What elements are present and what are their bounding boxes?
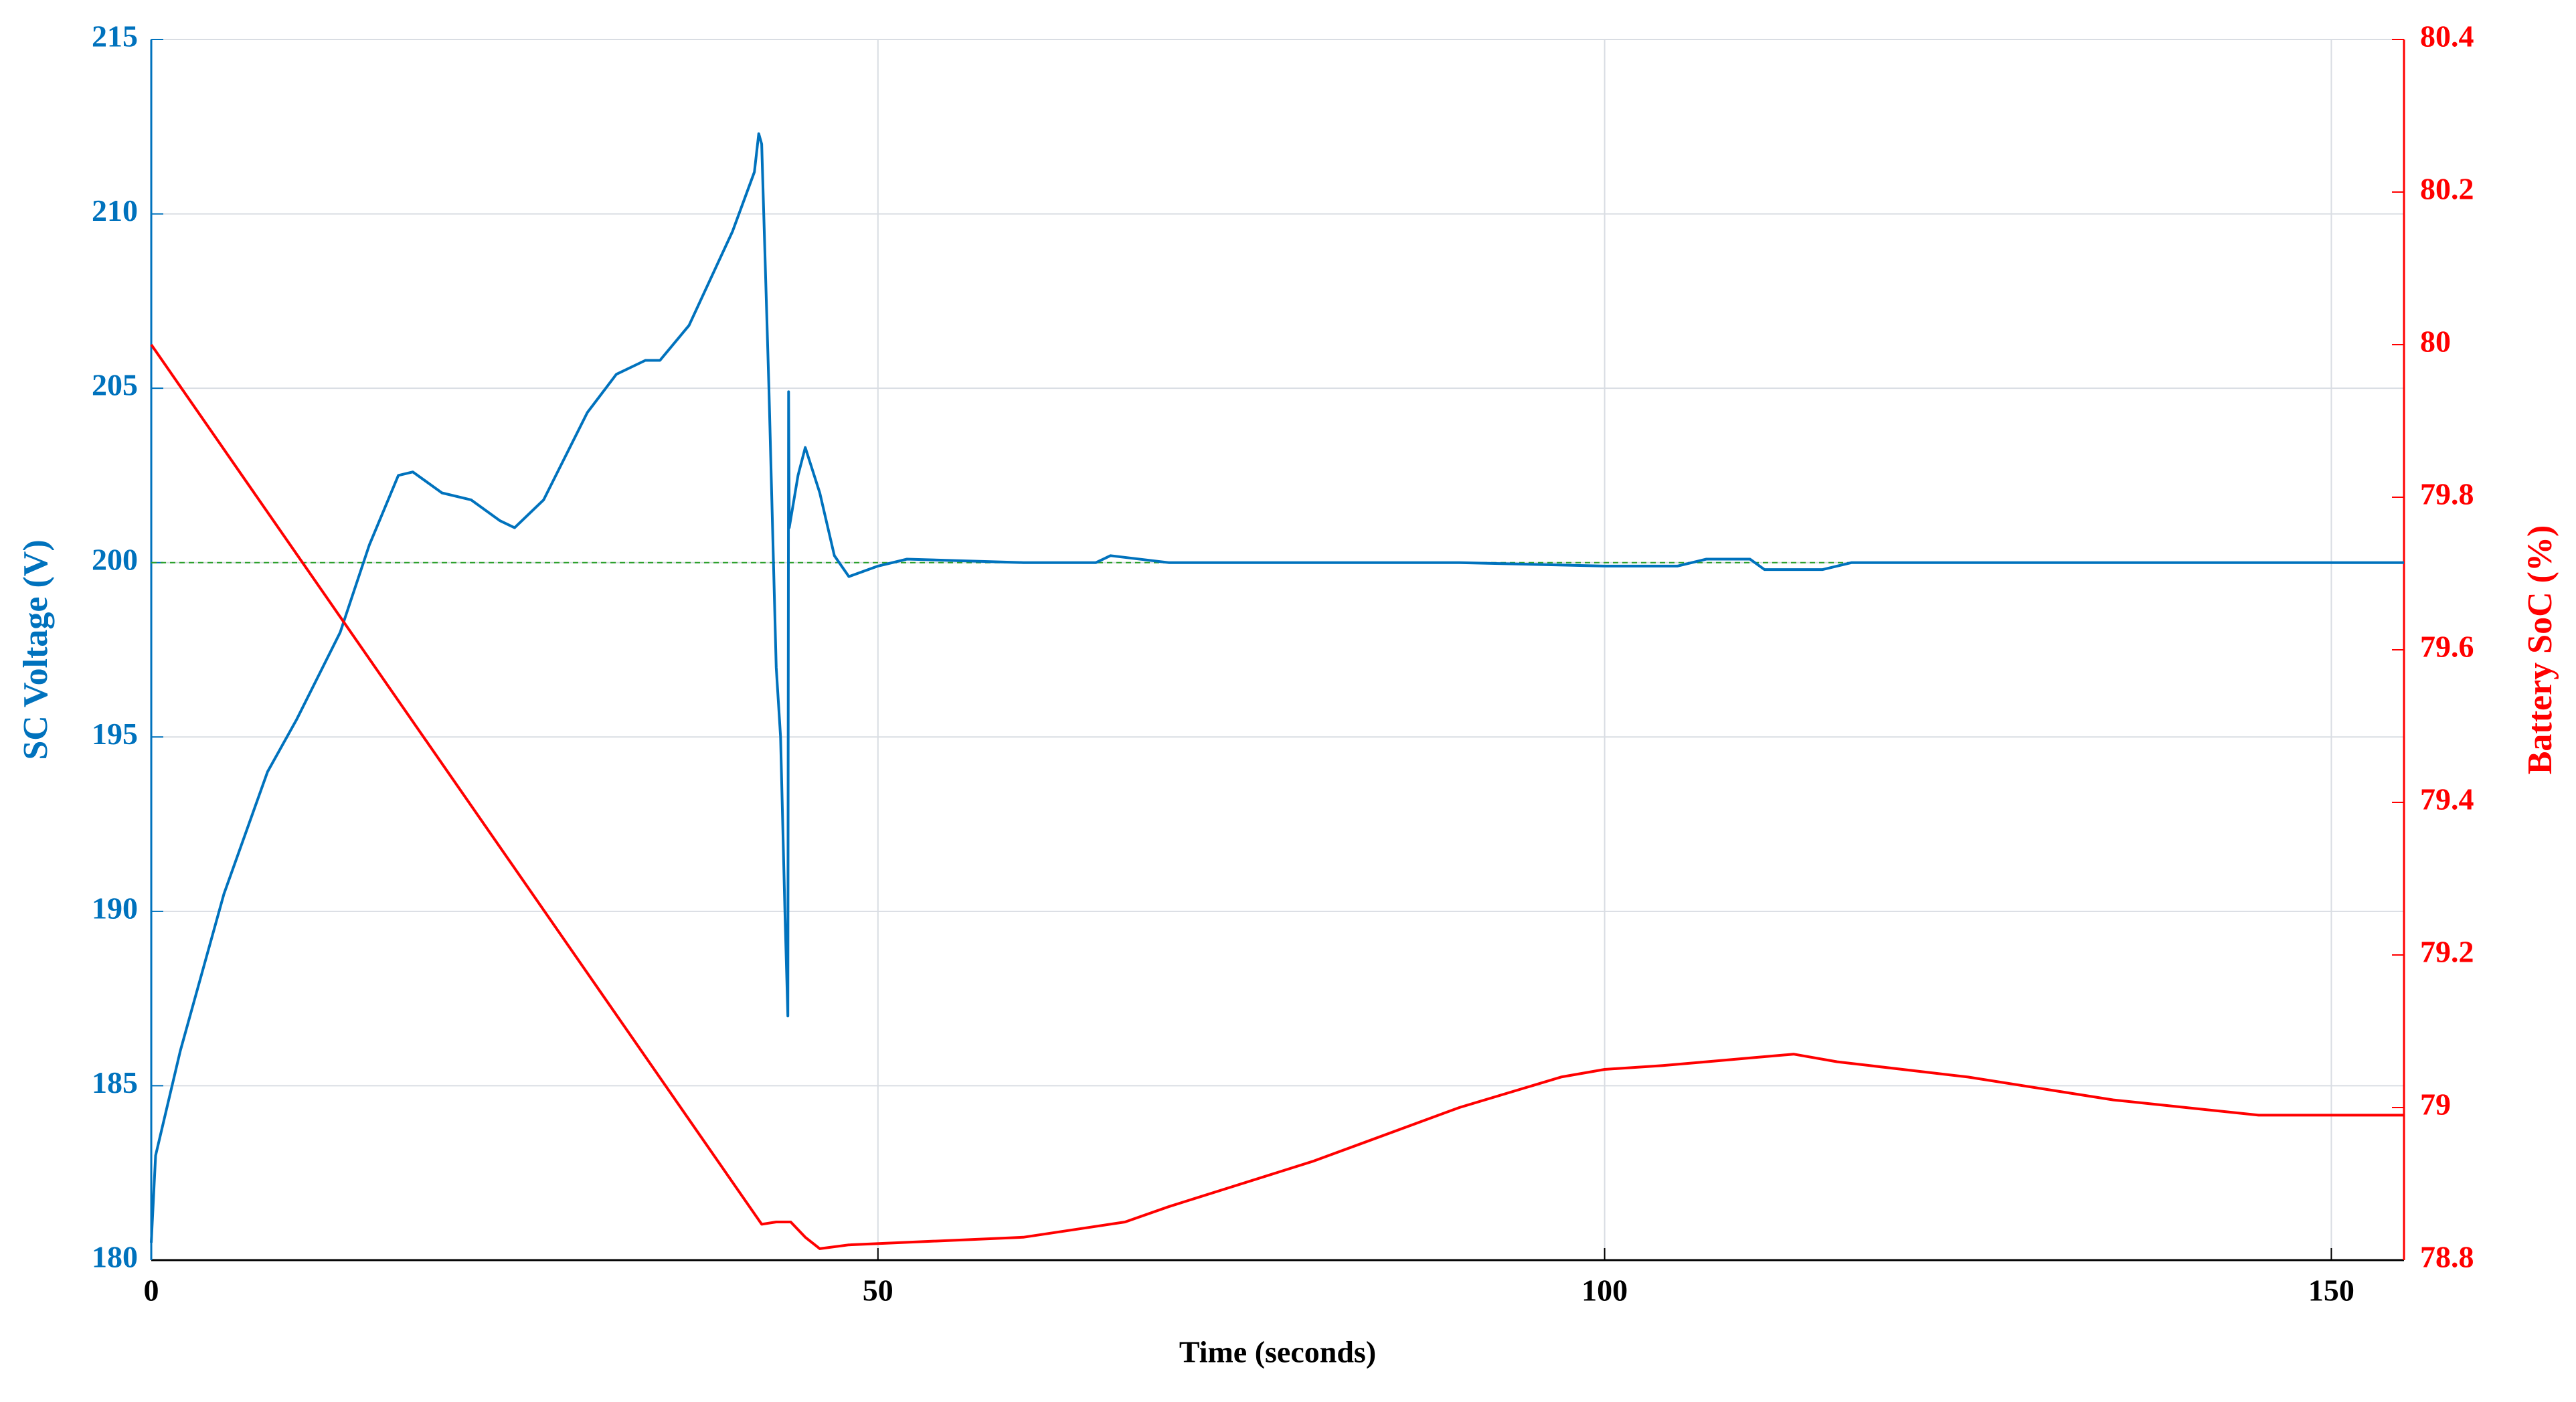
y2-tick-label: 79.2 bbox=[2420, 935, 2474, 969]
y2-axis-label: Battery SoC (%) bbox=[2521, 525, 2559, 775]
series-line bbox=[150, 343, 2404, 1250]
y-tick-label: 200 bbox=[92, 542, 138, 576]
y-tick-label: 185 bbox=[92, 1065, 138, 1100]
x-tick-label: 0 bbox=[144, 1274, 159, 1308]
y-tick-label: 195 bbox=[92, 717, 138, 751]
series-line bbox=[150, 132, 2404, 1243]
y2-tick-label: 79.4 bbox=[2420, 782, 2474, 816]
x-tick-label: 50 bbox=[863, 1274, 893, 1308]
y-tick-label: 210 bbox=[92, 193, 138, 228]
y2-tick-label: 78.8 bbox=[2420, 1240, 2474, 1274]
y-tick-label: 205 bbox=[92, 368, 138, 402]
y2-tick-label: 79.8 bbox=[2420, 477, 2474, 511]
x-tick-label: 100 bbox=[1581, 1274, 1628, 1308]
y2-tick-label: 79.6 bbox=[2420, 630, 2474, 664]
y2-tick-label: 80.2 bbox=[2420, 172, 2474, 206]
x-axis-label: Time (seconds) bbox=[1179, 1335, 1376, 1369]
y-tick-label: 215 bbox=[92, 19, 138, 54]
x-tick-label: 150 bbox=[2308, 1274, 2354, 1308]
y2-tick-label: 80 bbox=[2420, 325, 2451, 359]
y-axis-label: SC Voltage (V) bbox=[17, 539, 55, 760]
y2-tick-label: 79 bbox=[2420, 1087, 2451, 1122]
y-tick-label: 190 bbox=[92, 891, 138, 925]
y2-tick-label: 80.4 bbox=[2420, 19, 2474, 54]
y-tick-label: 180 bbox=[92, 1240, 138, 1274]
